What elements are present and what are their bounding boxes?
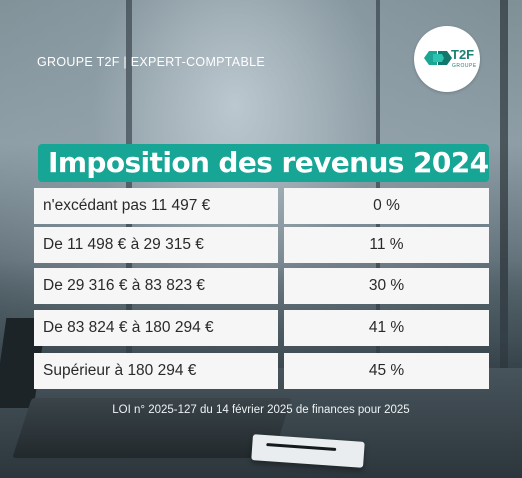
logo-text: T2F [451, 47, 475, 62]
tax-rate: 41 % [284, 310, 489, 346]
window-frame [500, 0, 508, 478]
income-bracket: n'excédant pas 11 497 € [34, 188, 278, 224]
logo-subtext: GROUPE [452, 63, 477, 69]
tax-rate: 11 % [284, 227, 489, 263]
tax-rate: 0 % [284, 188, 489, 224]
t2f-hexagon-logo-icon [424, 51, 452, 65]
income-bracket: De 29 316 € à 83 823 € [34, 268, 278, 304]
pen [266, 443, 337, 451]
income-bracket: De 83 824 € à 180 294 € [34, 310, 278, 346]
legal-footnote: LOI n° 2025-127 du 14 février 2025 de fi… [112, 404, 410, 416]
tax-rate: 45 % [284, 353, 489, 389]
company-name: GROUPE T2F | EXPERT-COMPTABLE [37, 55, 265, 69]
income-bracket: De 11 498 € à 29 315 € [34, 227, 278, 263]
income-bracket: Supérieur à 180 294 € [34, 353, 278, 389]
table-row: De 11 498 € à 29 315 € 11 % [34, 227, 489, 263]
tax-rate: 30 % [284, 268, 489, 304]
table-row: De 83 824 € à 180 294 € 41 % [34, 310, 489, 346]
table-row: n'excédant pas 11 497 € 0 % [34, 188, 489, 224]
table-row: Supérieur à 180 294 € 45 % [34, 353, 489, 389]
t2f-logo: T2F GROUPE [414, 26, 480, 92]
page-title: Imposition des revenus 2024 [38, 144, 489, 182]
table-row: De 29 316 € à 83 823 € 30 % [34, 268, 489, 304]
